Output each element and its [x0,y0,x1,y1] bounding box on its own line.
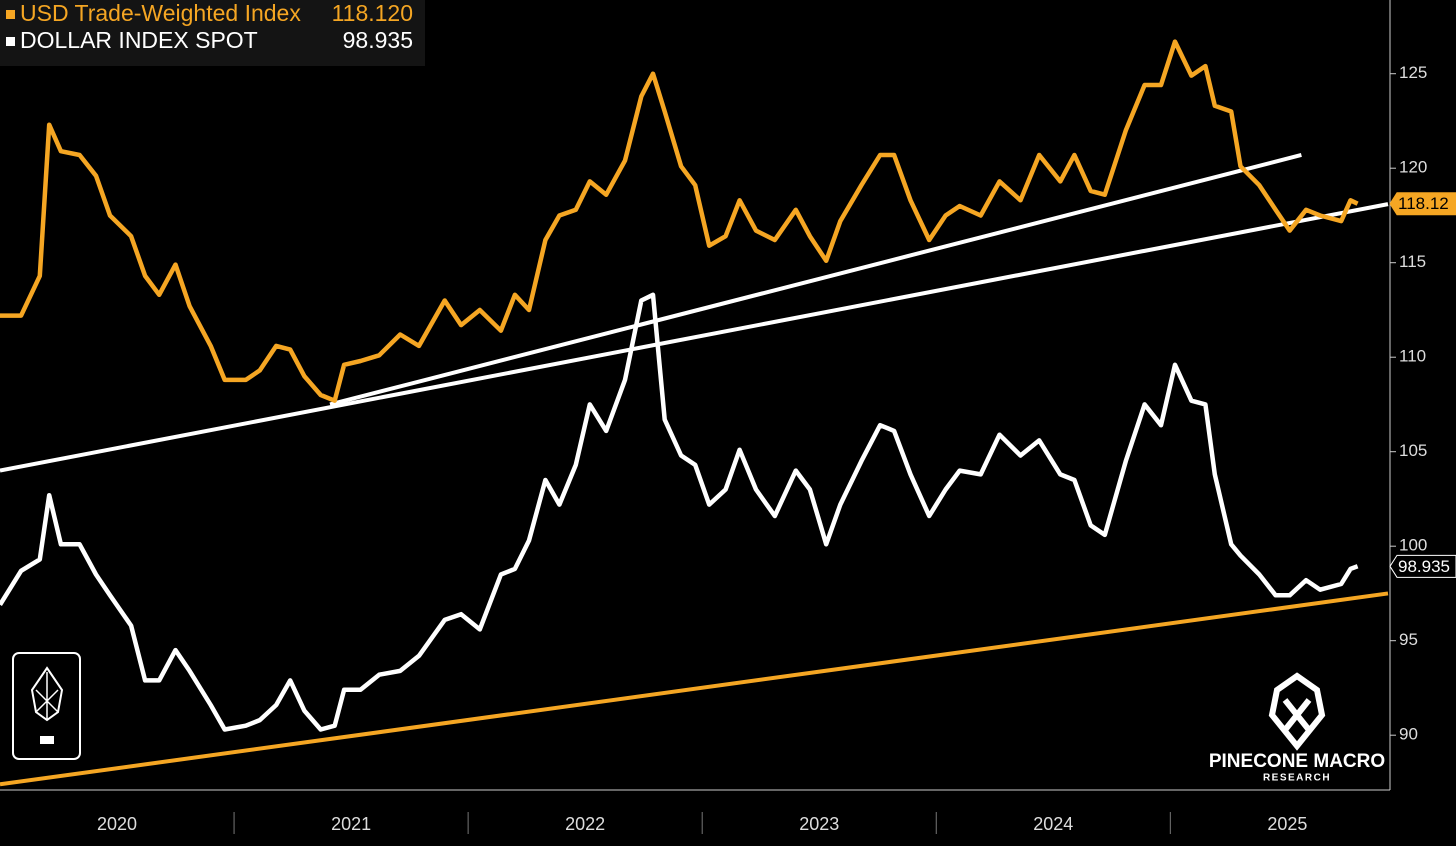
legend-swatch [6,37,15,46]
y-tick-label: 110 [1399,347,1426,366]
x-tick-label: 2022 [565,814,605,834]
logo-frame [12,652,81,760]
brand-icon-cross [1282,698,1312,732]
y-tick-label: 105 [1399,441,1427,460]
y-tick-label: 95 [1399,630,1418,649]
pinecone-scales [35,672,59,720]
legend: USD Trade-Weighted Index 118.120 DOLLAR IN… [0,0,425,66]
value-label: 98.935 [1398,557,1450,576]
x-tick-label: 2020 [97,814,137,834]
trendline [0,202,1389,473]
brand-logo: PINECONE MACRO RESEARCH [1209,672,1385,784]
y-tick-label: 120 [1399,158,1427,177]
x-tick-label: 2025 [1267,814,1307,834]
series-line [0,292,1359,732]
legend-label: USD Trade-Weighted Index [20,0,301,26]
brand-icon [1268,672,1326,751]
brand-name: PINECONE MACRO [1209,751,1385,772]
legend-value: 118.120 [332,0,413,26]
legend-value: 98.935 [343,27,413,53]
trendline [329,153,1302,407]
trendline [0,591,1389,787]
brand-sub: RESEARCH [1263,773,1331,784]
x-tick-label: 2023 [799,814,839,834]
x-tick-label: 2021 [331,814,371,834]
inset-logo [12,652,81,760]
legend-swatch [6,10,15,19]
y-tick-label: 115 [1399,252,1426,271]
y-tick-label: 90 [1399,725,1418,744]
y-tick-label: 100 [1399,536,1427,555]
x-tick-label: 2024 [1033,814,1073,834]
legend-box [0,0,425,66]
series-line [0,39,1359,403]
value-tag [1389,192,1456,216]
logo-mark [40,736,54,744]
y-tick-label: 125 [1399,63,1427,82]
value-tag [1389,554,1456,578]
value-label: 118.12 [1398,194,1449,213]
legend-label: DOLLAR INDEX SPOT [20,27,258,53]
